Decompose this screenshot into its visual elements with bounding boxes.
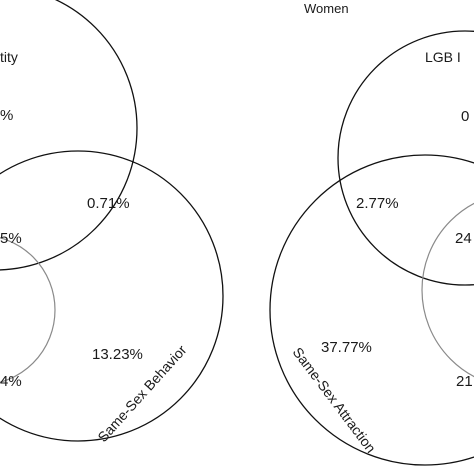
right-attraction-circle	[269, 154, 474, 466]
left-venn: tity % 0.71% 5% 4% 13.23% Same-Sex Behav…	[0, 0, 224, 445]
left-behavior-only-value: 13.23%	[92, 346, 143, 363]
left-three-way-value: 5%	[0, 230, 22, 247]
right-attraction-behavior-value: 21	[456, 373, 473, 390]
right-identity-circle	[337, 30, 474, 286]
right-attraction-only-value: 37.77%	[321, 339, 372, 356]
left-behavior-circle	[0, 150, 224, 442]
left-identity-label: tity	[0, 49, 18, 65]
left-identity-only-value: %	[0, 107, 13, 124]
right-identity-only-value: 0	[461, 108, 469, 125]
right-attraction-label: Same-Sex Attraction	[290, 344, 380, 456]
left-identity-circle	[0, 0, 138, 271]
right-panel-title: Women	[304, 1, 349, 16]
right-behavior-circle	[421, 202, 474, 378]
left-attraction-only-value: 4%	[0, 373, 22, 390]
right-identity-attraction-value: 2.77%	[356, 195, 399, 212]
left-attraction-circle	[0, 237, 56, 383]
right-three-way-value: 24	[455, 230, 472, 247]
left-identity-behavior-value: 0.71%	[87, 195, 130, 212]
right-venn: Women LGB I 0 2.77% 24 37.77% 21 Same-Se…	[269, 1, 474, 466]
right-identity-label: LGB I	[425, 49, 461, 65]
